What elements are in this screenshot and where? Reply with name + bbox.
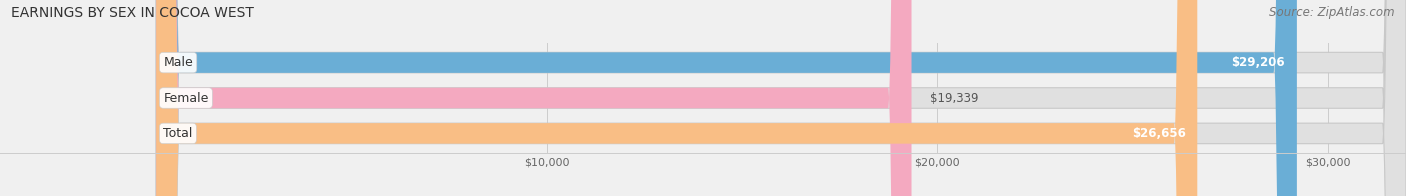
FancyBboxPatch shape — [156, 0, 1406, 196]
Text: Male: Male — [163, 56, 193, 69]
FancyBboxPatch shape — [156, 0, 911, 196]
FancyBboxPatch shape — [156, 0, 1406, 196]
Text: Total: Total — [163, 127, 193, 140]
Text: Source: ZipAtlas.com: Source: ZipAtlas.com — [1270, 6, 1395, 19]
Text: $26,656: $26,656 — [1132, 127, 1185, 140]
FancyBboxPatch shape — [156, 0, 1296, 196]
FancyBboxPatch shape — [156, 0, 1406, 196]
Text: $19,339: $19,339 — [931, 92, 979, 104]
Text: $29,206: $29,206 — [1232, 56, 1285, 69]
FancyBboxPatch shape — [156, 0, 1198, 196]
Text: Female: Female — [163, 92, 208, 104]
Text: EARNINGS BY SEX IN COCOA WEST: EARNINGS BY SEX IN COCOA WEST — [11, 6, 254, 20]
